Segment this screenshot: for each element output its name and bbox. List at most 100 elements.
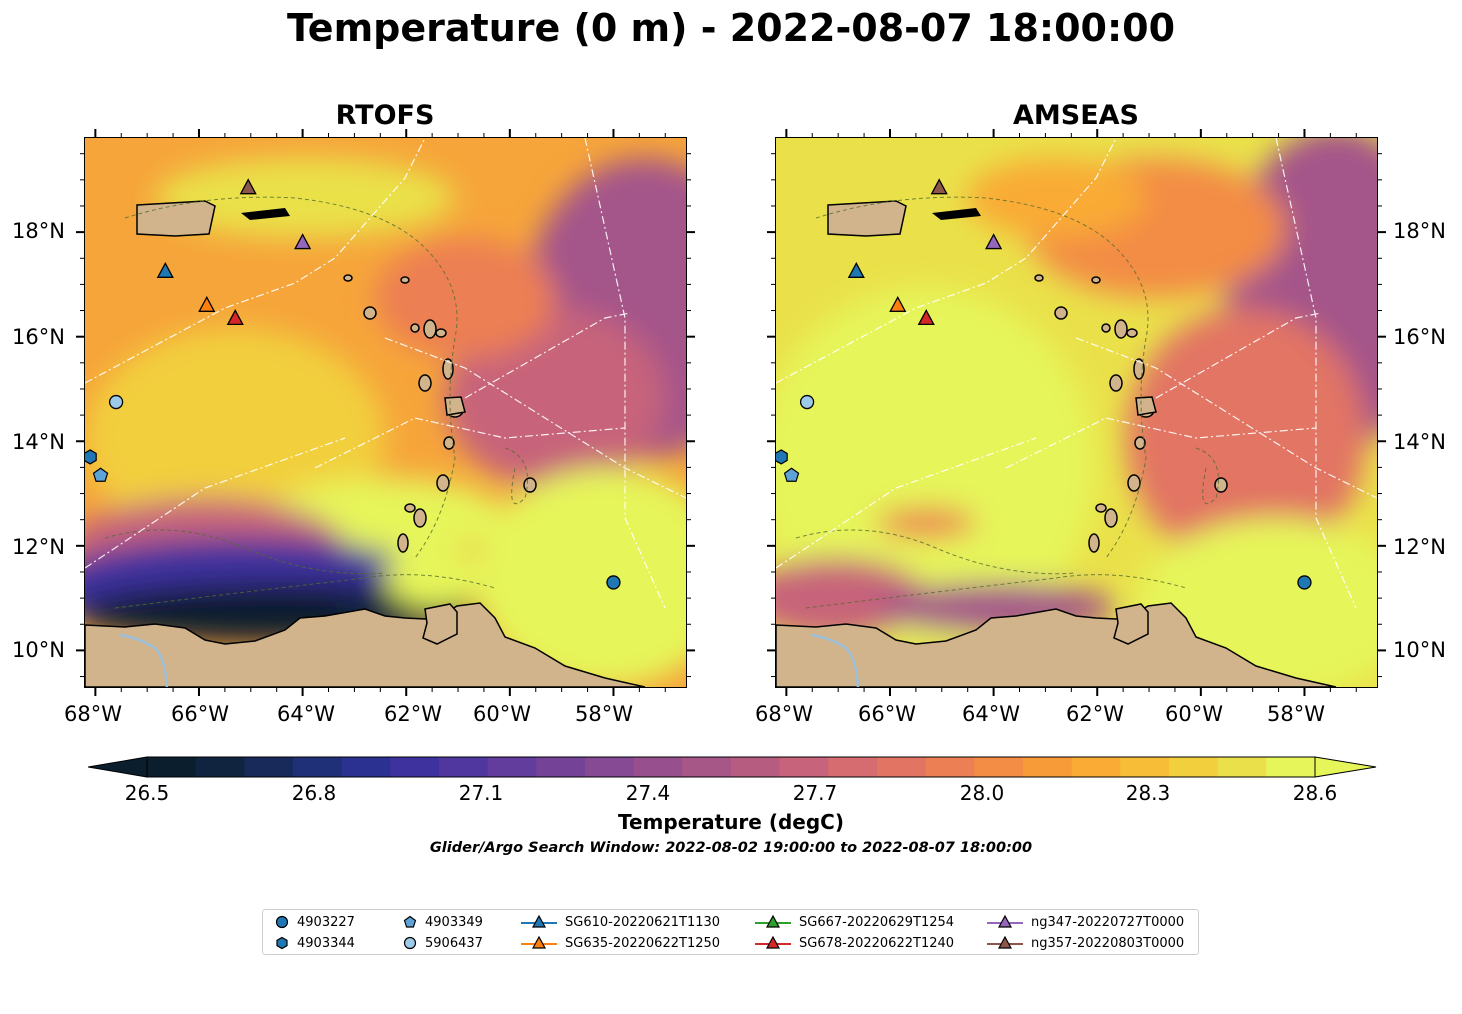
lat-label-12n: 12°N (12, 535, 65, 559)
island (1114, 319, 1128, 339)
island (363, 306, 377, 320)
colorbar-tick: 27.4 (625, 781, 671, 805)
rtofs-map (84, 137, 687, 688)
bathymetry-contours (104, 196, 528, 609)
legend-item: ng347-20220727T0000 (987, 912, 1184, 932)
lon-label-68w: 68°W (64, 702, 122, 726)
colorbar-tick: 28.0 (959, 781, 1005, 805)
island (413, 508, 427, 528)
lat-label-18n-r: 18°N (1393, 219, 1446, 243)
legend-label: SG667-20220629T1254 (799, 914, 955, 930)
island (435, 328, 447, 338)
platform-hexagon-icon (85, 449, 97, 465)
colorbar-tick: 27.7 (792, 781, 838, 805)
platform-pentagon-icon (92, 467, 109, 482)
legend-marker-circle-icon (403, 936, 417, 950)
boundary-line (1075, 337, 1377, 499)
legend-item: SG678-20220622T1240 (755, 933, 954, 953)
legend-marker-triangle-icon (521, 935, 557, 949)
boundary-line (776, 138, 1117, 384)
lat-label-18n: 18°N (12, 219, 65, 243)
boundary-line (584, 138, 666, 609)
cool-anomaly (876, 508, 976, 538)
island (1101, 323, 1111, 333)
platform-hexagon-icon (776, 449, 788, 465)
colorbar-swatch (487, 757, 537, 777)
colorbar-tick: 28.6 (1292, 781, 1338, 805)
legend-item: ng357-20220803T0000 (987, 933, 1184, 953)
legend-marker-triangle-icon (987, 914, 1023, 928)
lon-label-62w: 62°W (384, 702, 442, 726)
land (85, 200, 646, 687)
trinidad (1113, 603, 1149, 645)
colorbar-tick: 28.3 (1125, 781, 1171, 805)
colorbar-swatch (585, 757, 635, 777)
island (1091, 276, 1101, 284)
lon-label-66w: 66°W (171, 702, 229, 726)
island (1054, 306, 1068, 320)
warm-anomaly (966, 158, 1146, 238)
legend-marker-circle-icon (275, 915, 289, 929)
lon-label-68w-r: 68°W (755, 702, 813, 726)
platform-triangle-icon (226, 309, 244, 326)
legend-marker-hexagon-icon (276, 936, 288, 950)
boundary-line (314, 417, 626, 469)
eez-boundaries (776, 138, 1377, 609)
lon-label-62w-r: 62°W (1066, 702, 1124, 726)
platform-triangle-icon (847, 261, 865, 278)
boundary-line (85, 138, 426, 384)
colorbar-swatch (390, 757, 440, 777)
colorbar-swatch (1169, 757, 1219, 777)
legend-marker-pentagon-icon (403, 915, 417, 928)
colorbar-swatch (682, 757, 732, 777)
lon-label-60w-r: 60°W (1165, 702, 1223, 726)
legend-marker-triangle-icon (755, 914, 791, 928)
island (1109, 374, 1123, 392)
trinidad (422, 603, 458, 645)
boundary-line (85, 437, 346, 569)
colorbar-swatch (877, 757, 927, 777)
warm-anomaly (155, 158, 455, 238)
island (1088, 533, 1100, 553)
platform-markers (85, 178, 621, 590)
contour-line (815, 196, 1149, 559)
legend-label: 4903349 (425, 914, 483, 930)
virgin-islands (241, 208, 290, 220)
sst-patterns (776, 138, 1377, 687)
colorbar-swatch (244, 757, 294, 777)
island (423, 319, 437, 339)
contour-line (504, 447, 528, 505)
colorbar-swatch (828, 757, 878, 777)
colorbar-swatch (1023, 757, 1073, 777)
colorbar-swatch (439, 757, 489, 777)
colorbar-swatch (731, 757, 781, 777)
river (119, 633, 169, 687)
platform-markers (776, 178, 1312, 590)
colorbar-swatch (633, 757, 683, 777)
island (1134, 436, 1146, 450)
puerto-rico (136, 200, 216, 237)
colorbar-extend-low (88, 756, 148, 778)
island (1104, 508, 1118, 528)
lon-label-64w-r: 64°W (962, 702, 1020, 726)
island (1127, 474, 1141, 492)
colorbar-tick: 26.5 (124, 781, 170, 805)
lon-label-66w-r: 66°W (858, 702, 916, 726)
legend-label: 4903227 (297, 914, 355, 930)
colorbar (88, 756, 1377, 778)
platform-triangle-icon (930, 178, 948, 195)
legend-item: SG667-20220629T1254 (755, 912, 954, 932)
platform-triangle-icon (239, 178, 257, 195)
colorbar-swatch (779, 757, 829, 777)
lat-label-10n: 10°N (12, 638, 65, 662)
legend-item: 4903344 (275, 933, 355, 953)
legend-marker-triangle-icon (987, 935, 1023, 949)
eez-boundaries (85, 138, 686, 609)
lon-label-58w: 58°W (575, 702, 633, 726)
platform-triangle-icon (156, 261, 174, 278)
colorbar-swatch (293, 757, 343, 777)
legend-marker-triangle-icon (521, 914, 557, 928)
boundary-line (776, 437, 1037, 569)
puerto-rico (827, 200, 907, 237)
legend-item: SG635-20220622T1250 (521, 933, 720, 953)
